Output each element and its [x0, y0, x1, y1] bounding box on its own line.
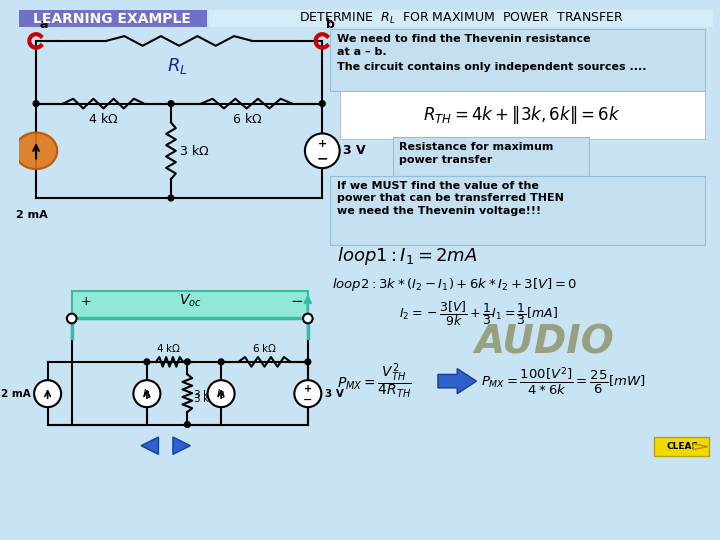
Polygon shape [15, 132, 58, 169]
Circle shape [184, 359, 190, 364]
Text: +: + [304, 384, 312, 394]
Text: CLEAS: CLEAS [666, 442, 698, 451]
Circle shape [184, 422, 190, 427]
Circle shape [305, 359, 311, 364]
Text: −: − [317, 151, 328, 165]
Polygon shape [323, 133, 340, 168]
Text: we need the Thevenin voltage!!!: we need the Thevenin voltage!!! [337, 206, 541, 216]
Circle shape [133, 380, 161, 407]
FancyBboxPatch shape [654, 437, 708, 456]
FancyBboxPatch shape [330, 176, 705, 245]
Circle shape [207, 380, 235, 407]
Text: $P_{MX}=\dfrac{V_{TH}^2}{4R_{TH}}$: $P_{MX}=\dfrac{V_{TH}^2}{4R_{TH}}$ [337, 361, 412, 401]
Text: $loop1: I_1 = 2mA$: $loop1: I_1 = 2mA$ [337, 245, 477, 267]
Text: $6\ \mathrm{k\Omega}$: $6\ \mathrm{k\Omega}$ [252, 342, 277, 354]
Text: b: b [325, 18, 334, 31]
Text: $4\ \mathrm{k\Omega}$: $4\ \mathrm{k\Omega}$ [89, 112, 119, 126]
Text: $I_2 = -\dfrac{3[V]}{9k}+\dfrac{1}{3}I_1=\dfrac{1}{3}[mA]$: $I_2 = -\dfrac{3[V]}{9k}+\dfrac{1}{3}I_1… [400, 299, 558, 328]
Text: a: a [40, 18, 48, 31]
Text: +: + [81, 295, 91, 308]
FancyBboxPatch shape [209, 10, 713, 28]
Text: $R_{TH} = 4k + \| 3k, 6k \| = 6k$: $R_{TH} = 4k + \| 3k, 6k \| = 6k$ [423, 104, 621, 126]
Circle shape [34, 380, 61, 407]
Circle shape [144, 359, 150, 364]
Text: $I_1$: $I_1$ [142, 387, 152, 401]
Polygon shape [173, 437, 190, 454]
Text: 2 mA: 2 mA [17, 210, 48, 220]
Text: at a – b.: at a – b. [337, 47, 387, 57]
FancyBboxPatch shape [19, 10, 207, 28]
Text: $4\ \mathrm{k\Omega}$: $4\ \mathrm{k\Omega}$ [156, 342, 181, 354]
Circle shape [303, 314, 312, 323]
Text: 3 V: 3 V [343, 144, 366, 157]
Text: If we MUST find the value of the: If we MUST find the value of the [337, 181, 539, 191]
Circle shape [320, 100, 325, 106]
Polygon shape [693, 444, 708, 450]
Circle shape [218, 359, 224, 364]
FancyBboxPatch shape [72, 291, 308, 320]
Circle shape [294, 380, 321, 407]
Text: $P_{MX}=\dfrac{100[V^2]}{4*6k}=\dfrac{25}{6}[mW]$: $P_{MX}=\dfrac{100[V^2]}{4*6k}=\dfrac{25… [481, 365, 646, 397]
Text: $loop2: 3k*(I_2-I_1)+6k*I_2+3[V]=0$: $loop2: 3k*(I_2-I_1)+6k*I_2+3[V]=0$ [332, 276, 577, 293]
Circle shape [305, 133, 340, 168]
FancyBboxPatch shape [330, 29, 705, 91]
Text: $V_{oc}$: $V_{oc}$ [179, 293, 202, 309]
Circle shape [168, 195, 174, 201]
FancyBboxPatch shape [340, 91, 705, 139]
Text: $3\ \mathrm{k\Omega}$: $3\ \mathrm{k\Omega}$ [193, 388, 219, 400]
Text: LEARNING EXAMPLE: LEARNING EXAMPLE [33, 12, 191, 26]
Text: $R_L$: $R_L$ [167, 56, 188, 76]
Circle shape [33, 100, 39, 106]
Text: $6\ \mathrm{k\Omega}$: $6\ \mathrm{k\Omega}$ [232, 112, 262, 126]
Text: 3 V: 3 V [325, 389, 344, 399]
Text: −: − [290, 294, 302, 309]
Text: 2 mA: 2 mA [1, 389, 30, 399]
Circle shape [67, 314, 76, 323]
Text: DETERMINE  $R_L$  FOR MAXIMUM  POWER  TRANSFER: DETERMINE $R_L$ FOR MAXIMUM POWER TRANSF… [300, 11, 624, 26]
Polygon shape [141, 437, 158, 454]
Text: power transfer: power transfer [400, 154, 492, 165]
Text: $I_2$: $I_2$ [217, 387, 226, 401]
Text: −: − [303, 394, 312, 404]
Text: +: + [318, 139, 327, 148]
Polygon shape [438, 369, 477, 394]
Text: AUDIO: AUDIO [474, 323, 614, 362]
Text: $3\ \mathrm{k\Omega}$: $3\ \mathrm{k\Omega}$ [179, 144, 209, 158]
Text: The circuit contains only independent sources ....: The circuit contains only independent so… [337, 62, 647, 72]
Text: We need to find the Thevenin resistance: We need to find the Thevenin resistance [337, 34, 590, 44]
Text: power that can be transferred THEN: power that can be transferred THEN [337, 193, 564, 203]
Text: Resistance for maximum: Resistance for maximum [400, 142, 554, 152]
FancyBboxPatch shape [392, 137, 589, 176]
Circle shape [168, 100, 174, 106]
Text: $3\ \mathrm{k\Omega}$: $3\ \mathrm{k\Omega}$ [193, 393, 219, 404]
